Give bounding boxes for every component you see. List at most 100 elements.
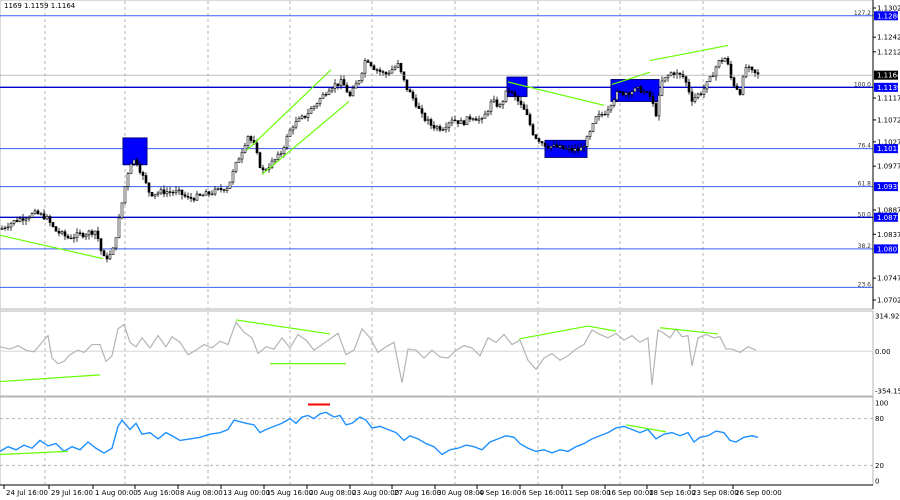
candle-body <box>93 230 97 235</box>
fib-price-badge-label: 1.1013 <box>877 145 900 153</box>
fib-price-badge <box>874 244 898 254</box>
candle-body <box>102 250 106 257</box>
candle-body <box>744 67 748 78</box>
candle-body <box>501 101 505 105</box>
candle-body <box>450 119 454 124</box>
candle-body <box>660 80 664 96</box>
price-tick-label: 1.1117 <box>877 95 900 103</box>
candle-body <box>168 191 172 193</box>
candle-body <box>378 69 382 72</box>
candle-body <box>495 99 499 107</box>
fib-price-badge <box>874 212 898 222</box>
candle-body <box>432 125 436 129</box>
candle-body <box>480 117 484 120</box>
candle-body <box>18 218 22 222</box>
candle-body <box>714 66 718 77</box>
fib-price-badge-label: 1.0872 <box>877 214 900 222</box>
candle-body <box>588 131 592 137</box>
candle-body <box>426 119 430 121</box>
rsi-trend-line <box>0 450 69 456</box>
fib-price-badge-label: 1.0935 <box>877 183 900 191</box>
candle-body <box>753 69 757 73</box>
candle-body <box>696 93 700 98</box>
candle-body <box>249 136 253 141</box>
candle-body <box>204 191 208 196</box>
candle-body <box>750 66 754 71</box>
price-trend-line <box>0 234 104 260</box>
candle-body <box>90 230 94 235</box>
ohlc-text: 1169 1.1159 1.1164 <box>4 2 76 10</box>
candle-body <box>729 63 733 78</box>
candle-body <box>558 145 562 148</box>
candle-body <box>54 226 58 232</box>
candle-body <box>225 188 229 191</box>
candle-body <box>12 220 16 224</box>
price-tick-label: 1.0977 <box>877 163 900 171</box>
candle-body <box>279 153 283 155</box>
candle-body <box>0 227 4 230</box>
candle-body <box>483 113 487 119</box>
candle-body <box>756 72 760 75</box>
candle-body <box>543 142 547 147</box>
candle-body <box>216 188 220 190</box>
candle-body <box>99 238 103 252</box>
candle-body <box>708 76 712 82</box>
candle-body <box>234 162 238 172</box>
candle-body <box>447 122 451 128</box>
candle-body <box>78 232 82 234</box>
candle-body <box>576 148 580 152</box>
candle-body <box>582 146 586 148</box>
candle-body <box>300 115 304 119</box>
candle-body <box>174 190 178 194</box>
candle-body <box>288 129 292 137</box>
candle-body <box>327 90 331 95</box>
candle-body <box>648 91 652 97</box>
candle-body <box>741 76 745 95</box>
candle-body <box>330 88 334 92</box>
candle-body <box>417 106 421 109</box>
candle-body <box>525 109 529 115</box>
candle-body <box>732 77 736 87</box>
candle-body <box>579 147 583 152</box>
candle-body <box>192 198 196 201</box>
candle-body <box>459 120 463 124</box>
candle-body <box>492 99 496 103</box>
candle-body <box>498 104 502 107</box>
candle-body <box>345 84 349 93</box>
candle-body <box>207 191 211 195</box>
candle-body <box>48 216 52 223</box>
candle-body <box>657 94 661 117</box>
cci-tick-label: 314.9232 <box>875 313 900 321</box>
candle-body <box>219 188 223 191</box>
rsi-axis: 100 80 20 0 <box>875 400 888 486</box>
candle-body <box>171 191 175 194</box>
candle-body <box>360 72 364 81</box>
candle-body <box>339 79 343 86</box>
candle-body <box>621 91 625 96</box>
candle-body <box>606 109 610 115</box>
candle-body <box>720 60 724 62</box>
candle-body <box>711 75 715 78</box>
candle-body <box>336 83 340 86</box>
candle-body <box>585 136 589 147</box>
time-tick-label: 18 Sep 16:00 <box>649 489 696 497</box>
candle-body <box>471 118 475 120</box>
candle-body <box>591 123 595 132</box>
price-tick-label: 1.0747 <box>877 275 900 283</box>
price-trend-line <box>246 69 332 151</box>
candle-body <box>414 97 418 107</box>
candle-body <box>132 159 136 165</box>
candle-body <box>237 158 241 163</box>
rsi-tick-label: 0 <box>875 478 879 486</box>
candle-body <box>600 113 604 116</box>
time-axis: 24 Jul 16:00 29 Jul 16:00 1 Aug 00:00 5 Aug… <box>0 484 873 497</box>
candle-body <box>273 159 277 162</box>
candle-body <box>3 227 7 229</box>
candle-body <box>153 193 157 197</box>
candle-body <box>555 144 559 148</box>
price-trend-line <box>649 44 729 62</box>
candle-body <box>663 77 667 82</box>
cci-trend-line <box>518 325 589 340</box>
candle-body <box>42 213 46 220</box>
